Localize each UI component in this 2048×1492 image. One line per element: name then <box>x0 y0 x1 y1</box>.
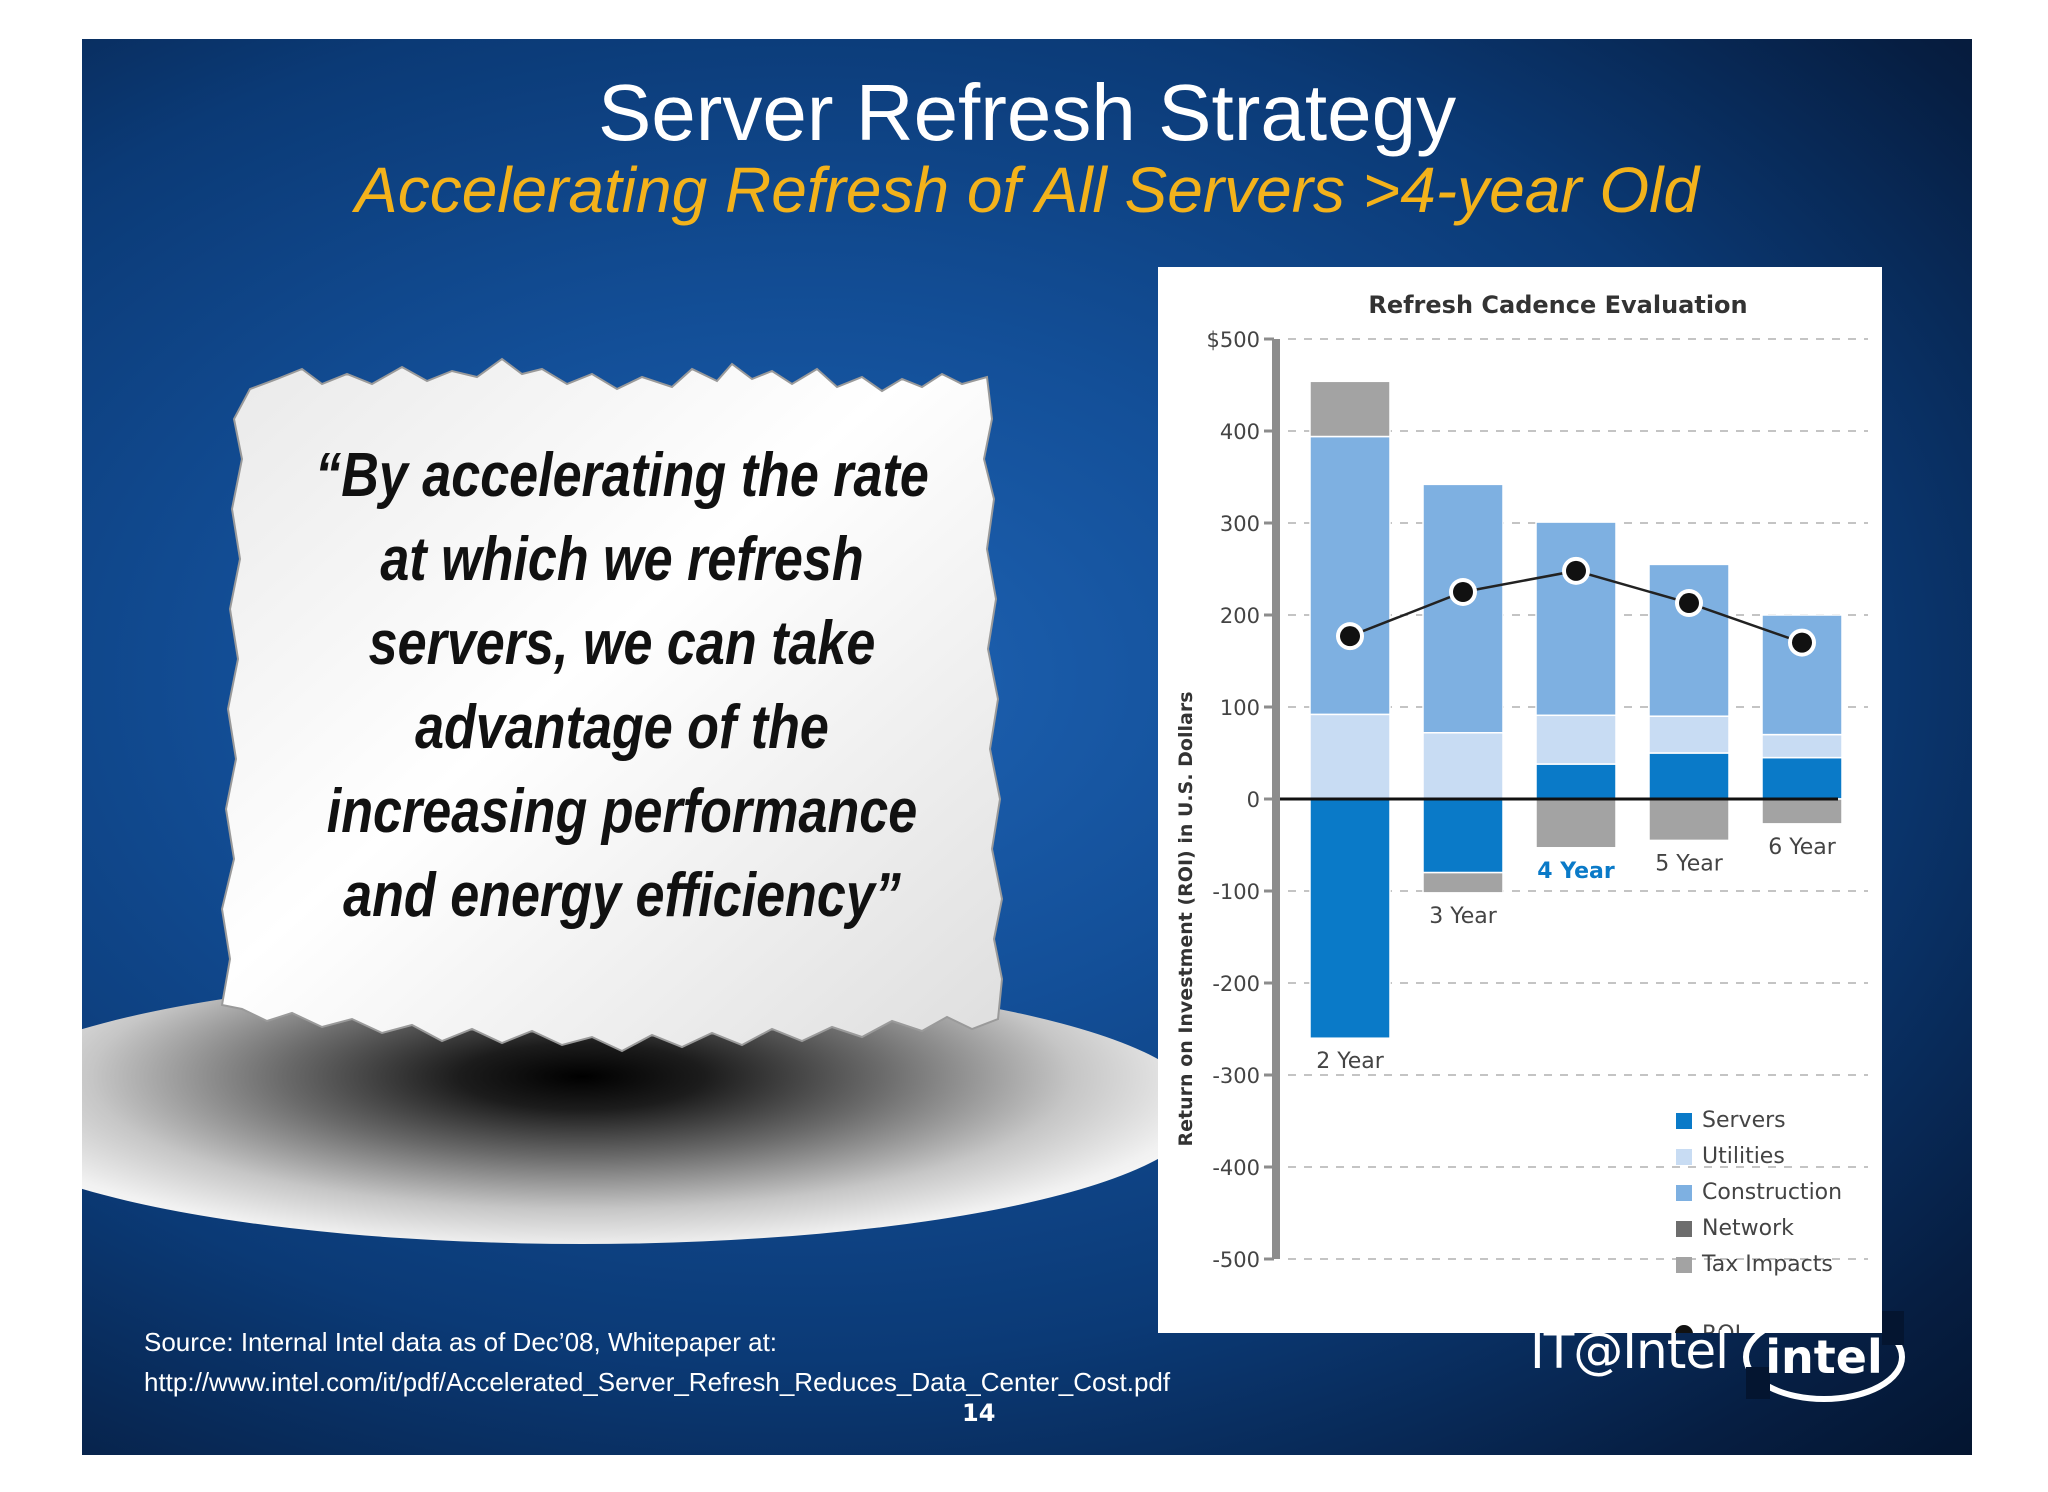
legend-label: ROI <box>1702 1322 1741 1333</box>
y-tick-label: -200 <box>1212 972 1260 996</box>
legend-swatch <box>1676 1221 1692 1237</box>
bar-tax-impacts <box>1535 798 1617 849</box>
bar-construction <box>1309 435 1391 716</box>
torn-paper-note <box>220 357 1004 1053</box>
y-axis-bar <box>1272 339 1280 1259</box>
roi-point <box>1340 626 1360 647</box>
legend-swatch <box>1676 1113 1692 1129</box>
source-note: Source: Internal Intel data as of Dec’08… <box>144 1322 1170 1402</box>
legend-label: Utilities <box>1702 1144 1785 1169</box>
bar-servers <box>1648 752 1730 800</box>
bar-utilities <box>1309 713 1391 800</box>
legend-swatch <box>1676 1149 1692 1165</box>
bar-utilities <box>1535 714 1617 765</box>
bar-construction <box>1422 483 1504 734</box>
y-tick-label: 100 <box>1220 696 1260 720</box>
category-label: 3 Year <box>1429 904 1498 929</box>
source-url: http://www.intel.com/it/pdf/Accelerated_… <box>144 1367 1171 1397</box>
y-tick-label: -500 <box>1212 1248 1260 1272</box>
legend-swatch-roi <box>1675 1325 1693 1333</box>
bar-servers <box>1535 763 1617 800</box>
bar-utilities <box>1648 715 1730 754</box>
roi-point <box>1566 560 1586 581</box>
roi-point <box>1679 593 1699 614</box>
legend-label: Servers <box>1702 1108 1786 1133</box>
y-tick-label: 200 <box>1220 604 1260 628</box>
y-tick-label: 400 <box>1220 420 1260 444</box>
legend-label: Tax Impacts <box>1701 1252 1833 1277</box>
category-label: 4 Year <box>1537 859 1615 884</box>
category-label: 6 Year <box>1768 835 1837 860</box>
bar-tax-impacts <box>1761 798 1843 825</box>
bar-tax-impacts <box>1309 380 1391 438</box>
legend-swatch <box>1676 1185 1692 1201</box>
chart-title: Refresh Cadence Evaluation <box>1368 291 1747 319</box>
y-tick-label: $500 <box>1207 328 1260 352</box>
y-tick-label: -400 <box>1212 1156 1260 1180</box>
y-tick-label: 0 <box>1247 788 1260 812</box>
legend-label: Network <box>1702 1216 1794 1241</box>
it-at-intel-logo: IT@Intel <box>1530 1322 1729 1380</box>
roi-point <box>1792 632 1812 653</box>
bar-stacks <box>1309 380 1843 1039</box>
chart-legend: Servers Utilities Construction Network Tax I… <box>1675 1108 1842 1333</box>
category-labels: 2 Year 3 Year 4 Year 5 Year 6 Year <box>1316 835 1837 1074</box>
intel-logo-text: intel <box>1765 1330 1882 1384</box>
y-tick-label: 300 <box>1220 512 1260 536</box>
category-label: 2 Year <box>1316 1049 1385 1074</box>
roi-chart: Refresh Cadence Evaluation Return on Inv… <box>1175 291 1868 1333</box>
roi-line <box>1336 556 1816 657</box>
bar-construction <box>1648 563 1730 717</box>
legend-swatch <box>1676 1257 1692 1273</box>
bar-tax-impacts <box>1422 871 1504 894</box>
slide-subtitle: Accelerating Refresh of All Servers >4-y… <box>355 154 1699 226</box>
slide-title: Server Refresh Strategy <box>597 68 1457 157</box>
y-tick-label: -100 <box>1212 880 1260 904</box>
bar-utilities <box>1422 732 1504 800</box>
y-axis-label: Return on Investment (ROI) in U.S. Dolla… <box>1175 692 1197 1147</box>
legend-label: Construction <box>1702 1180 1842 1205</box>
y-tick-label: -300 <box>1212 1064 1260 1088</box>
bar-construction <box>1535 521 1617 717</box>
category-label: 5 Year <box>1655 851 1724 876</box>
chart-panel: Refresh Cadence Evaluation Return on Inv… <box>1158 267 1882 1333</box>
bar-tax-impacts <box>1648 798 1730 842</box>
y-axis-ticks: $500 400 300 200 100 0 -100 -200 -300 -400 -500 <box>1207 328 1274 1272</box>
bar-servers <box>1309 798 1391 1039</box>
bar-servers <box>1422 798 1504 874</box>
bar-servers <box>1761 756 1843 800</box>
source-line-1: Source: Internal Intel data as of Dec’08… <box>144 1327 778 1357</box>
roi-point <box>1453 582 1473 602</box>
intel-logo: intel <box>1743 1311 1905 1402</box>
page-number: 14 <box>962 1399 996 1427</box>
quote-text: “By accelerating the rate at which we re… <box>315 441 929 930</box>
bar-utilities <box>1761 733 1843 759</box>
slide: Server Refresh Strategy Accelerating Ref… <box>82 39 1972 1455</box>
